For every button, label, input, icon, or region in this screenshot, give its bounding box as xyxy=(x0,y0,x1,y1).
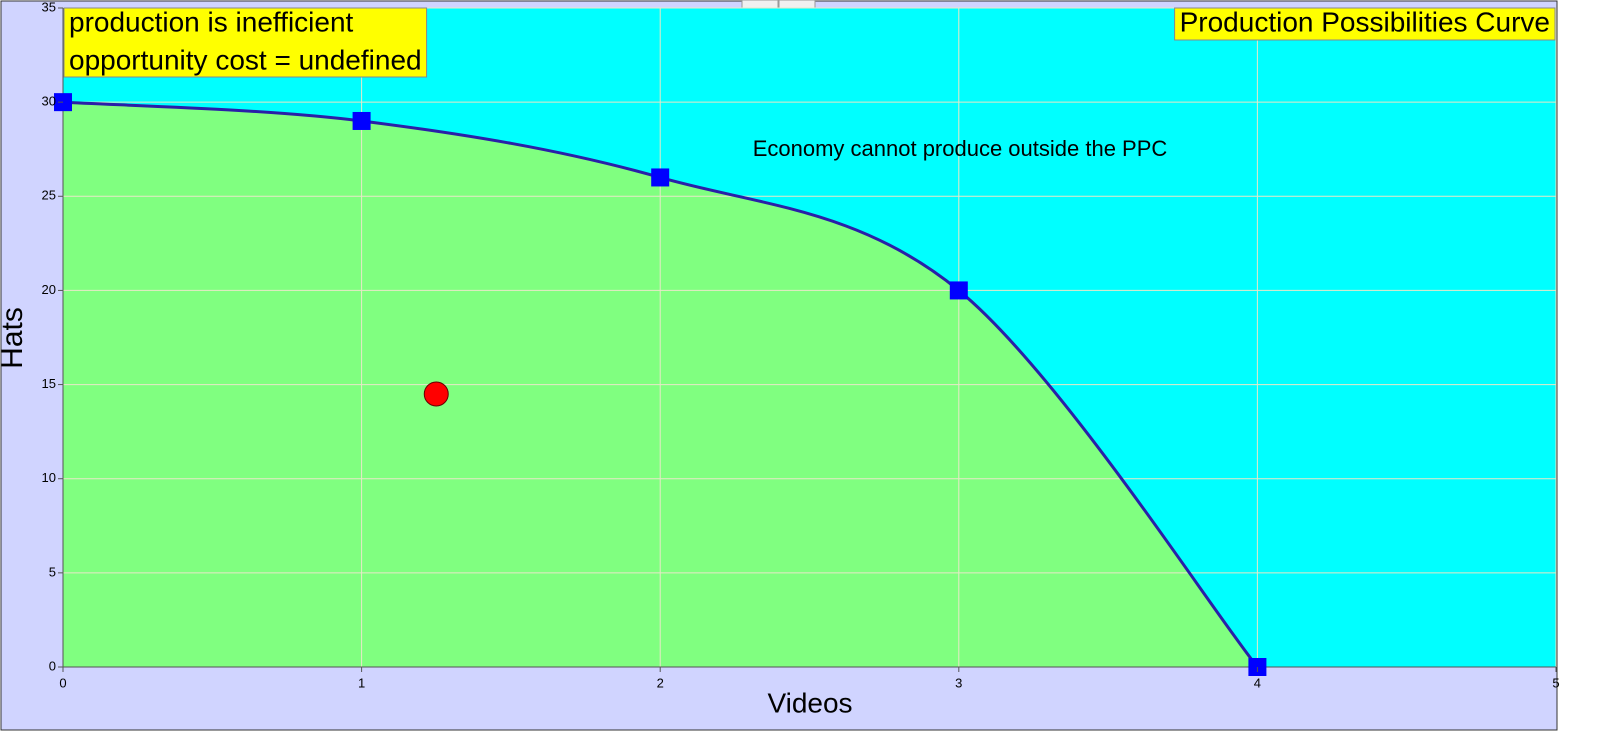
x-tick-label: 3 xyxy=(955,675,962,690)
x-axis-label: Videos xyxy=(767,687,852,718)
status-box-background xyxy=(63,7,428,78)
y-tick-label: 35 xyxy=(42,0,56,14)
plot-area xyxy=(54,7,1557,676)
y-tick-label: 0 xyxy=(49,658,56,673)
point-marker xyxy=(352,111,371,130)
x-tick-label: 0 xyxy=(59,675,66,690)
point-marker xyxy=(949,281,968,300)
y-tick-label: 25 xyxy=(42,188,56,203)
y-tick-label: 5 xyxy=(49,564,56,579)
toolbar-button[interactable] xyxy=(741,0,779,9)
status-box: production is inefficient opportunity cos… xyxy=(63,6,428,78)
x-tick-label: 1 xyxy=(358,675,365,690)
x-tick-label: 4 xyxy=(1254,675,1261,690)
title-box: Production Possibilities Curve xyxy=(1174,6,1556,41)
production-point xyxy=(423,381,449,407)
toolbar-button[interactable] xyxy=(778,0,816,9)
chart-title: Production Possibilities Curve xyxy=(1180,6,1550,37)
annotation: Economy cannot produce outside the PPC xyxy=(753,136,1168,161)
y-tick-label: 10 xyxy=(42,470,56,485)
annotation: opportunity cost = undefined xyxy=(69,44,422,75)
annotation: production is inefficient xyxy=(69,6,354,37)
x-tick-label: 5 xyxy=(1552,675,1559,690)
y-axis-label: Hats xyxy=(0,307,29,369)
x-tick-label: 2 xyxy=(657,675,664,690)
y-tick-label: 20 xyxy=(42,282,56,297)
point-marker xyxy=(651,168,670,187)
y-tick-label: 15 xyxy=(42,376,56,391)
ppc-curve xyxy=(62,100,1259,668)
y-tick-label: 30 xyxy=(42,94,56,109)
title-box-background xyxy=(1174,7,1556,41)
